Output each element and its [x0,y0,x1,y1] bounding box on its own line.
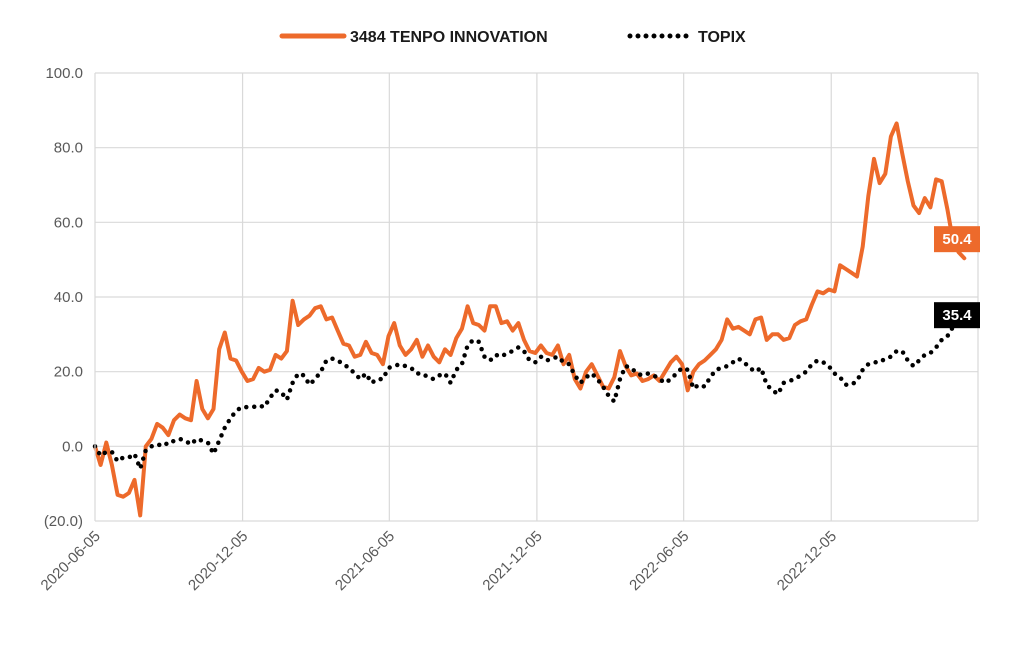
grid-lines [95,72,978,521]
end-labels: 50.4 35.4 [934,226,980,329]
y-tick-label: (20.0) [44,513,83,530]
topix-end-label: 35.4 [942,307,972,324]
y-tick-label: 60.0 [54,214,83,231]
x-tick-label: 2021-06-05 [332,528,398,594]
series-lines [92,121,967,518]
legend-label-tenpo: 3484 TENPO INNOVATION [350,29,548,46]
topix-series-line [92,311,967,471]
tenpo-end-label-box [934,226,980,253]
y-tick-label: 40.0 [54,289,83,306]
x-tick-label: 2022-12-05 [774,528,840,594]
x-tick-label: 2022-06-05 [626,528,692,594]
tenpo-end-label: 50.4 [942,231,972,248]
y-tick-label: 20.0 [54,364,83,381]
x-tick-label: 2021-12-05 [479,528,545,594]
tenpo-series-line [93,121,967,518]
y-tick-label: 0.0 [62,438,83,455]
axes: 100.0 80.0 60.0 40.0 20.0 0.0 (20.0)2020-06-05… [38,65,979,594]
y-tick-label: 80.0 [54,140,83,157]
topix-end-label-box [934,302,980,329]
y-tick-label: 100.0 [45,65,83,82]
x-tick-label: 2020-06-05 [38,528,104,594]
legend-label-topix: TOPIX [698,29,746,46]
x-tick-label: 2020-12-05 [185,528,251,594]
legend: 3484 TENPO INNOVATION TOPIX [279,29,746,46]
